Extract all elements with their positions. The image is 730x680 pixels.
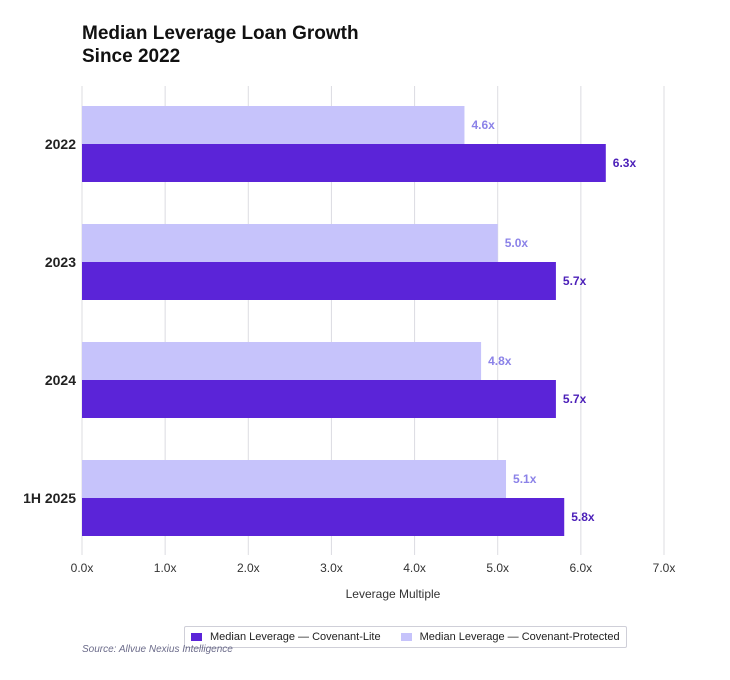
bar: [82, 460, 507, 498]
bar-value-label: 4.8x: [488, 354, 512, 368]
bar-value-label: 5.8x: [571, 510, 595, 524]
chart-title-line-1: Median Leverage Loan Growth: [82, 23, 359, 44]
y-category-label: 2024: [45, 372, 76, 388]
bar: [82, 262, 556, 300]
bar-value-label: 5.7x: [563, 392, 587, 406]
x-axis-label: Leverage Multiple: [346, 587, 441, 601]
x-tick-label: 7.0x: [653, 561, 676, 575]
bar: [82, 380, 556, 418]
y-category-label: 2023: [45, 254, 76, 270]
x-tick-label: 2.0x: [237, 561, 260, 575]
y-category-label: 2022: [45, 136, 76, 152]
chart-title: Median Leverage Loan Growth Since 2022: [82, 22, 359, 68]
legend-item-covenant-protected: Median Leverage — Covenant-Protected: [400, 631, 620, 643]
x-tick-label: 6.0x: [570, 561, 593, 575]
bar-value-label: 4.6x: [471, 118, 495, 132]
bar-value-label: 5.1x: [513, 472, 537, 486]
legend-label-covenant-lite: Median Leverage — Covenant-Lite: [210, 631, 381, 643]
legend-swatch-covenant-protected: [400, 633, 412, 641]
x-tick-label: 4.0x: [403, 561, 426, 575]
bar: [82, 342, 482, 380]
bar-value-label: 5.7x: [563, 274, 587, 288]
bar: [82, 498, 565, 536]
legend-item-covenant-lite: Median Leverage — Covenant-Lite: [191, 631, 381, 643]
bar: [82, 144, 606, 182]
x-tick-label: 3.0x: [320, 561, 343, 575]
y-category-label: 1H 2025: [23, 490, 76, 506]
x-tick-label: 1.0x: [154, 561, 177, 575]
bar-value-label: 6.3x: [613, 156, 637, 170]
x-tick-label: 0.0x: [71, 561, 94, 575]
legend-swatch-covenant-lite: [191, 633, 202, 641]
x-tick-label: 5.0x: [486, 561, 509, 575]
bar: [82, 224, 498, 262]
chart-title-line-2: Since 2022: [82, 46, 181, 67]
bar: [82, 106, 465, 144]
source-note: Source: Allvue Nexius Intelligence: [82, 644, 233, 655]
chart-legend: Median Leverage — Covenant-Lite Median L…: [184, 626, 627, 648]
bar-value-label: 5.0x: [505, 236, 529, 250]
legend-label-covenant-protected: Median Leverage — Covenant-Protected: [419, 631, 620, 643]
